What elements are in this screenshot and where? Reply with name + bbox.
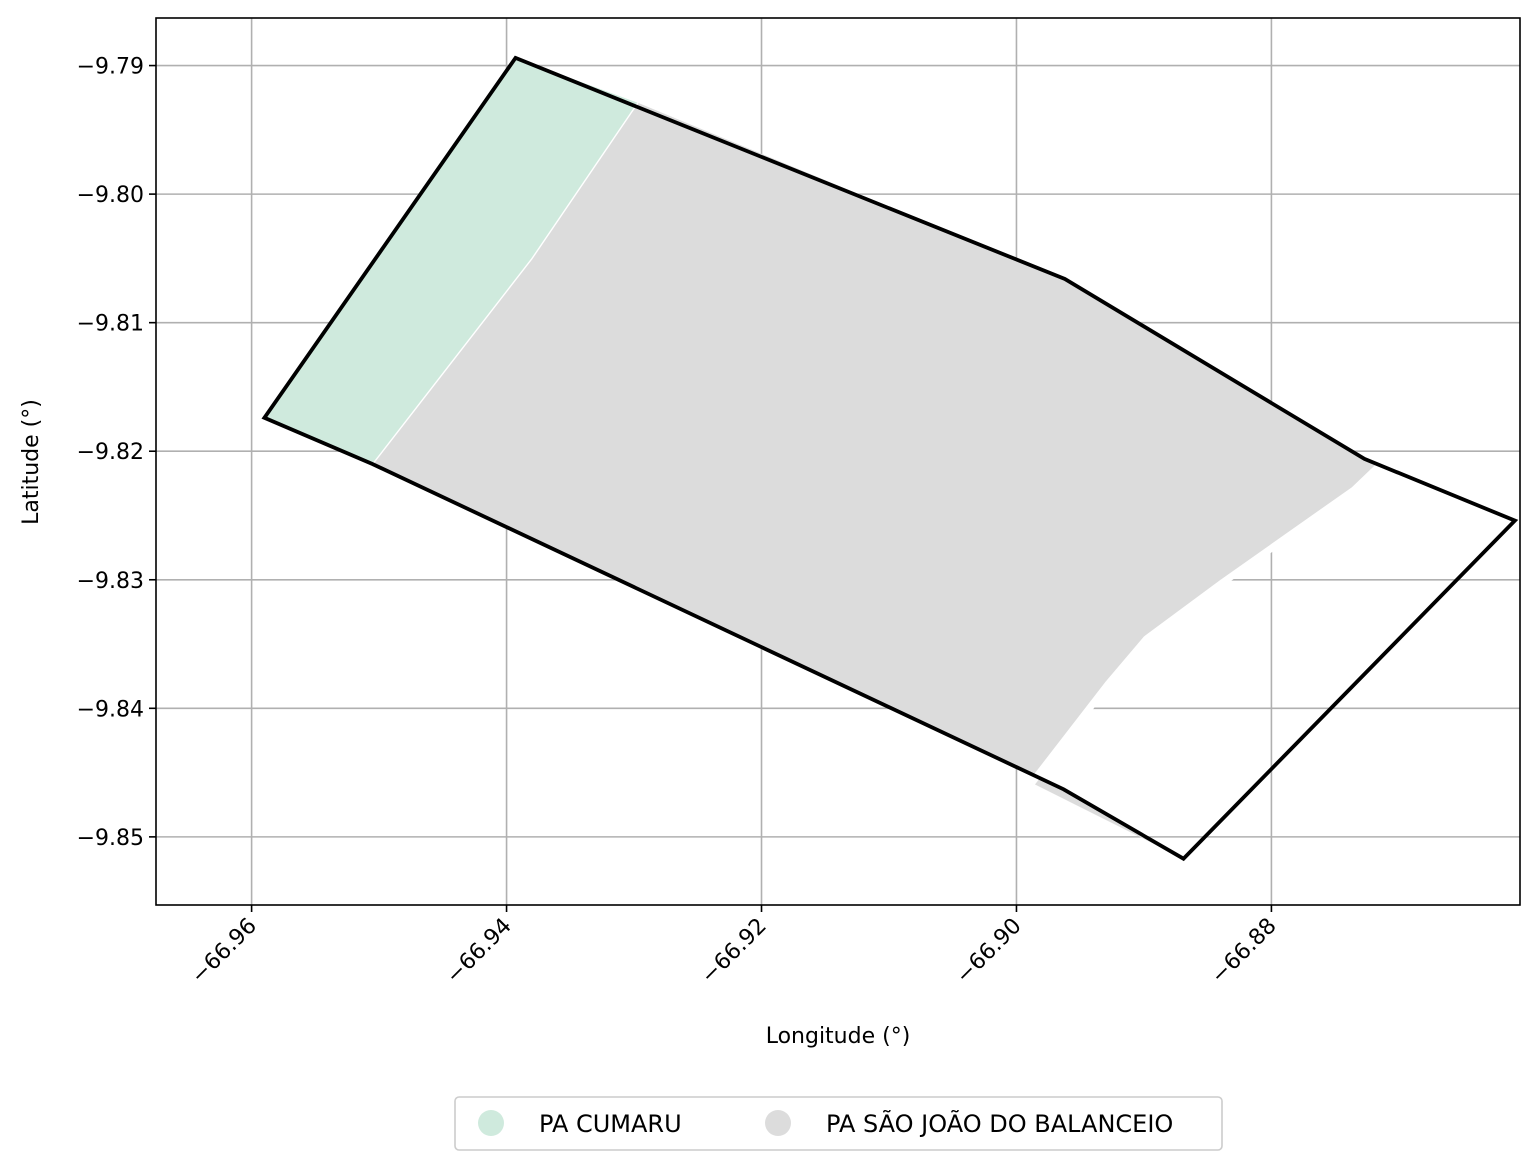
internal-boundary-line bbox=[372, 102, 639, 465]
outer-boundary bbox=[261, 55, 1519, 862]
y-tick-label: −9.83 bbox=[77, 569, 144, 594]
y-tick-label: −9.80 bbox=[77, 183, 144, 208]
y-tick-label: −9.82 bbox=[77, 440, 144, 465]
map-regions bbox=[264, 57, 1379, 859]
y-tick-label: −9.79 bbox=[77, 55, 144, 80]
y-axis-label: Latitude (°) bbox=[19, 399, 44, 525]
y-tick-label: −9.81 bbox=[77, 312, 144, 337]
plot-frame bbox=[155, 17, 1521, 906]
legend-label: PA CUMARU bbox=[539, 1110, 682, 1138]
legend-swatch bbox=[765, 1110, 791, 1136]
internal-boundary-line bbox=[1029, 464, 1381, 786]
y-tick-label: −9.84 bbox=[77, 697, 144, 722]
legend-frame bbox=[454, 1096, 1223, 1151]
legend-swatch bbox=[478, 1110, 504, 1136]
region-pa-s-o-jo-o-do-balanceio bbox=[372, 102, 1379, 859]
x-axis-label: Longitude (°) bbox=[766, 1024, 911, 1049]
y-tick-label: −9.85 bbox=[77, 826, 144, 851]
region-boundaries bbox=[261, 55, 1519, 862]
region-pa-cumaru bbox=[264, 57, 638, 465]
legend: PA CUMARU PA SÃO JOÃO DO BALANCEIO bbox=[454, 1096, 1223, 1151]
legend-label: PA SÃO JOÃO DO BALANCEIO bbox=[826, 1108, 1173, 1138]
